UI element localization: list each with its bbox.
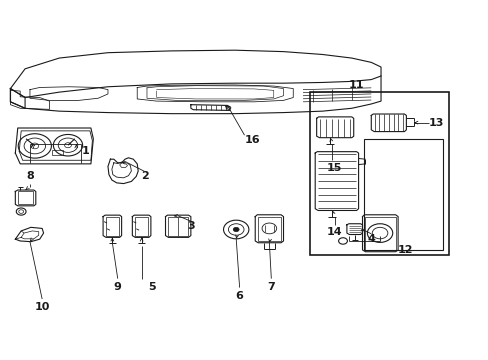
Text: 1: 1 [82,146,90,156]
Bar [52,149,63,155]
Text: 11: 11 [348,80,364,90]
Bar [135,217,148,235]
Text: 13: 13 [428,118,443,128]
Text: 14: 14 [326,227,342,237]
Circle shape [233,227,239,231]
Bar [257,217,281,241]
Text: 7: 7 [267,282,275,292]
Text: 9: 9 [114,282,122,292]
Text: 16: 16 [244,135,260,145]
Bar [105,217,119,235]
Bar [18,192,33,204]
Text: 3: 3 [187,221,194,231]
Text: 4: 4 [366,234,374,244]
Text: 15: 15 [326,163,342,173]
Text: 10: 10 [34,302,50,312]
Bar [365,217,395,250]
Text: 6: 6 [235,291,243,301]
Bar [363,139,442,250]
Text: 12: 12 [397,245,412,255]
Bar [167,217,188,235]
Text: 8: 8 [26,171,34,181]
Bar [310,92,448,255]
Text: 5: 5 [148,282,155,292]
Text: 2: 2 [141,171,148,181]
